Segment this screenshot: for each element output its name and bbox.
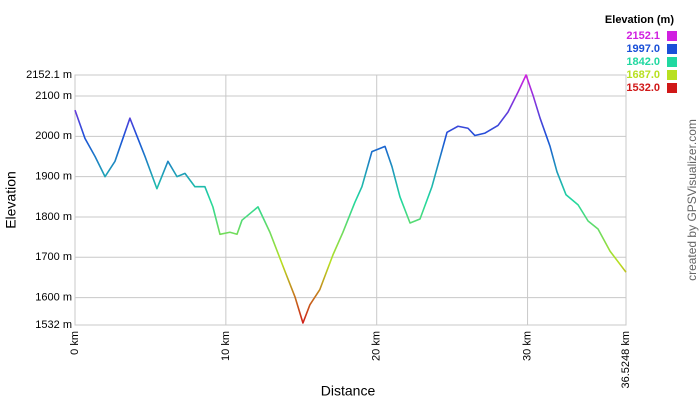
legend-swatch [667,70,677,80]
x-tick-label: 20 km [371,331,383,361]
legend-swatch [667,31,677,41]
elevation-line [74,74,627,324]
legend-swatch [667,44,677,54]
y-tick-label: 2000 m [35,130,72,142]
y-tick-label: 2100 m [35,90,72,102]
y-tick-label: 2152.1 m [26,69,72,81]
legend-label: 1687.0 [626,69,660,81]
y-tick-label: 1900 m [35,171,72,183]
legend-label: 2152.1 [626,30,660,42]
y-tick-label: 1532 m [35,319,72,331]
x-tick-label: 0 km [69,331,81,355]
legend-label: 1997.0 [626,43,660,55]
y-tick-label: 1800 m [35,211,72,223]
legend-label: 1532.0 [626,82,660,94]
legend-title: Elevation (m) [605,14,674,26]
x-axis-title: Distance [321,383,376,399]
x-tick-label: 36.5248 km [620,331,632,388]
credit: created by GPSVisualizer.com [685,119,699,281]
x-tick-label: 10 km [220,331,232,361]
legend-swatch [667,83,677,93]
y-tick-label: 1700 m [35,251,72,263]
x-tick-label: 30 km [521,331,533,361]
legend-label: 1842.0 [626,56,660,68]
y-axis-title: Elevation [3,171,19,229]
y-tick-label: 1600 m [35,291,72,303]
legend-swatch [667,57,677,67]
plot-border [74,74,627,326]
